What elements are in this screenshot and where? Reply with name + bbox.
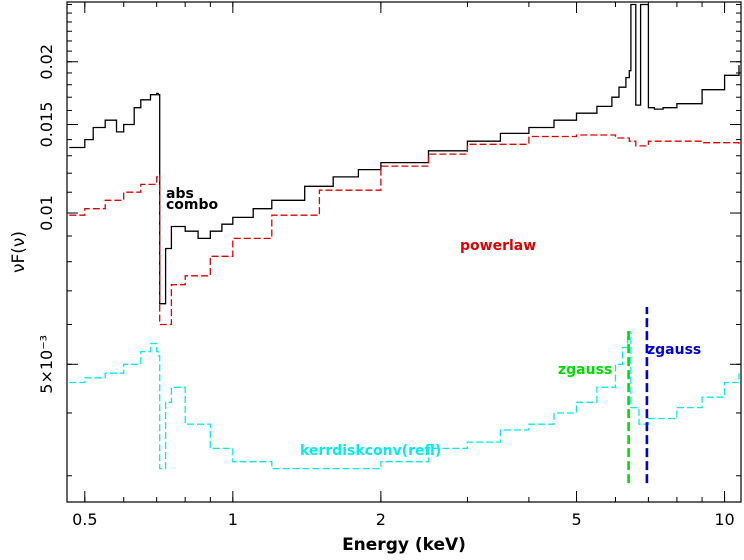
series-3-line — [69, 331, 740, 470]
series-1-line — [69, 3, 740, 305]
annotation-combo: combo — [166, 197, 219, 213]
x-axis-label: Energy (keV) — [342, 535, 466, 555]
ticks-layer — [67, 2, 741, 502]
x-tick-label: 5 — [571, 510, 581, 529]
x-tick-label: 10 — [714, 510, 734, 529]
y-tick-label: 0.015 — [37, 102, 56, 148]
annotation-zgauss-green: zgauss — [558, 362, 612, 378]
x-tick-label: 0.5 — [72, 510, 97, 529]
annotation-kerrdiskconv: kerrdiskconv(refl) — [300, 443, 441, 459]
series-layer — [69, 3, 740, 484]
series-2-line — [69, 134, 740, 326]
y-axis-label: νF(ν) — [9, 231, 29, 273]
tick-labels: 0.5 1 2 5 10 5×10⁻³ 0.01 0.015 0.02 — [37, 44, 735, 529]
y-tick-label: 0.01 — [37, 195, 56, 231]
annotation-abs: abs — [166, 186, 194, 202]
x-tick-label: 1 — [228, 510, 238, 529]
y-tick-label: 5×10⁻³ — [37, 335, 56, 394]
plot-frame — [66, 1, 742, 503]
annotation-powerlaw: powerlaw — [460, 238, 536, 254]
x-tick-label: 2 — [376, 510, 386, 529]
annotation-zgauss-blue: zgauss — [647, 342, 701, 358]
y-tick-label: 0.02 — [37, 44, 56, 80]
